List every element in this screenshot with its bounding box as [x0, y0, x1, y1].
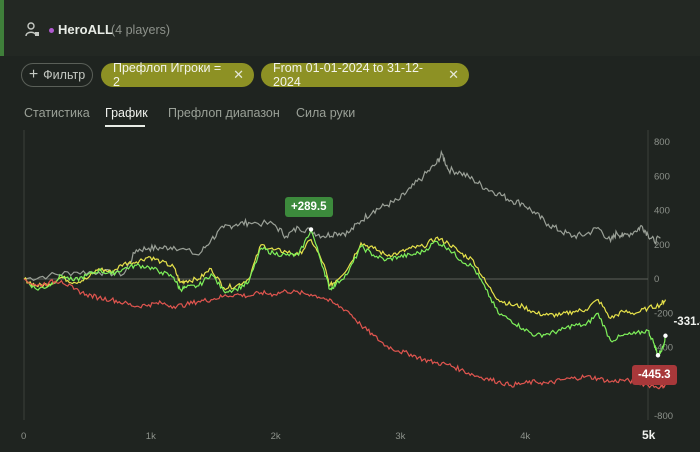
x-tick-label: 5k	[642, 428, 656, 442]
filter-chip-label: From 01-01-2024 to 31-12-2024	[273, 61, 424, 89]
y-tick-label: 400	[654, 206, 670, 217]
tab-graph[interactable]: График	[105, 106, 148, 120]
plus-icon: +	[28, 66, 39, 83]
players-count: (4 players)	[111, 23, 171, 37]
value-callout: -445.3	[631, 365, 677, 386]
value-callout: +289.5	[285, 197, 333, 218]
annotation-point	[655, 353, 661, 358]
x-tick-label: 3k	[395, 431, 405, 442]
close-icon[interactable]: ✕	[448, 67, 459, 82]
status-dot	[49, 28, 54, 33]
annotation-point	[308, 227, 314, 232]
x-tick-label: 0	[21, 431, 26, 442]
tab-hand-strength[interactable]: Сила руки	[296, 106, 356, 120]
y-tick-label: 600	[654, 171, 670, 182]
y-tick-label: -800	[654, 411, 673, 422]
y-tick-label: -400	[654, 343, 673, 354]
filter-chip-label: Префлоп Игроки = 2	[113, 61, 222, 89]
annotation-point	[663, 333, 668, 338]
filter-chip-date-range[interactable]: From 01-01-2024 to 31-12-2024 ✕	[261, 61, 469, 89]
y-tick-label: 800	[654, 137, 670, 148]
y-tick-label: 0	[654, 274, 659, 285]
x-tick-label: 1k	[146, 431, 156, 442]
top-bar: HeroALL (4 players)	[0, 0, 700, 56]
user-settings-icon[interactable]	[25, 22, 41, 38]
tab-statistics[interactable]: Статистика	[24, 106, 90, 120]
active-indicator	[0, 0, 4, 56]
add-filter-button[interactable]: + Фильтр	[21, 63, 93, 87]
y-tick-label: -200	[654, 308, 673, 319]
series-line	[23, 236, 667, 320]
active-tab-underline	[105, 125, 145, 127]
x-tick-label: 2k	[271, 431, 281, 442]
series-line	[23, 149, 661, 281]
hero-name[interactable]: HeroALL	[58, 22, 113, 37]
y-tick-label: 200	[654, 240, 670, 251]
tab-preflop-range[interactable]: Префлоп диапазон	[168, 106, 280, 120]
add-filter-label: Фильтр	[43, 68, 86, 82]
series-line	[23, 278, 666, 390]
close-icon[interactable]: ✕	[233, 67, 244, 82]
end-value-label: -331.4	[673, 315, 700, 328]
x-tick-label: 4k	[520, 431, 530, 442]
filter-chip-preflop-players[interactable]: Префлоп Игроки = 2 ✕	[101, 61, 254, 89]
series-line	[23, 227, 667, 357]
